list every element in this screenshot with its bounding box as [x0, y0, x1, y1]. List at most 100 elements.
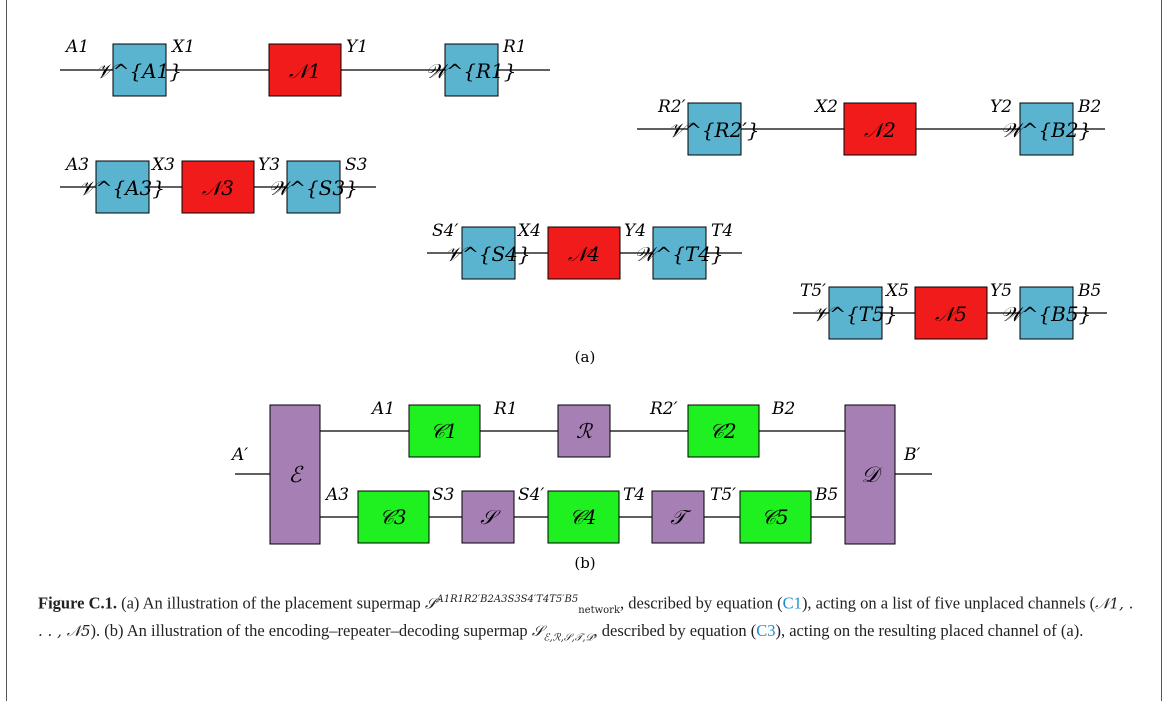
caption-erd-symbol: 𝒮 [531, 621, 544, 640]
encoder-box-v4 [461, 226, 516, 280]
repeater-box-s [461, 490, 515, 544]
wire-label-a-prime: A′ [230, 445, 248, 465]
wire-label-b-t4: T4 [623, 485, 645, 505]
box-label-n3: 𝒩3 [202, 176, 234, 200]
subfigure-label-b: (b) [574, 554, 595, 572]
wire-label-y2: Y2 [990, 97, 1012, 117]
box-label-w4: 𝒲^{T4} [634, 242, 723, 266]
wire-label-t4: T4 [711, 221, 733, 241]
box-label-decoder: 𝒟 [861, 463, 883, 488]
channel-box-c3 [357, 490, 430, 544]
wire-label-a3: A3 [64, 155, 89, 175]
repeater-box-r [557, 404, 611, 458]
box-label-c1: 𝒞1 [430, 419, 457, 443]
caption-text-4: ). (b) An illustration of the encoding–r… [90, 620, 532, 640]
decoder-box-w5 [1019, 286, 1074, 340]
wire-label-x4: X4 [516, 221, 541, 241]
box-label-v2: 𝒱^{R2′} [668, 118, 759, 142]
wire-label-b-r2p: R2′ [649, 399, 678, 419]
box-label-v5: 𝒱^{T5} [813, 302, 898, 326]
wire-label-b-a1: A1 [370, 399, 395, 419]
wire-label-b-s3: S3 [432, 485, 454, 505]
encoder-box-v2 [687, 102, 742, 156]
wire-label-t5p: T5′ [800, 281, 826, 301]
encoder-box-e [269, 404, 321, 545]
encoder-box-v1 [112, 43, 167, 97]
wire-label-a1: A1 [64, 37, 89, 57]
wire-label-b-b2: B2 [771, 399, 795, 419]
box-label-w3: 𝒲^{S3} [268, 176, 358, 200]
wire-label-y4: Y4 [624, 221, 646, 241]
wire-label-s4p: S4′ [432, 221, 458, 241]
caption-text-2: , described by equation ( [620, 593, 783, 613]
caption-equation-link-c1[interactable]: C1 [782, 593, 802, 613]
box-label-v4: 𝒱^{S4} [445, 242, 530, 266]
wire-label-b-t5p: T5′ [710, 485, 736, 505]
wire-label-y1: Y1 [346, 37, 368, 57]
box-label-c5: 𝒞5 [761, 505, 788, 529]
box-label-w1: 𝒲^{R1} [426, 59, 517, 83]
box-label-encoder: ℰ [288, 463, 304, 488]
box-label-n2: 𝒩2 [864, 118, 896, 142]
wire-label-b2: B2 [1077, 97, 1101, 117]
decoder-box-w4 [652, 226, 707, 280]
box-label-c4: 𝒞4 [569, 505, 596, 529]
decoder-box-w3 [286, 160, 341, 214]
box-label-v3: 𝒱^{A3} [79, 176, 165, 200]
wire-label-x1: X1 [170, 37, 195, 57]
channel-box-n3 [181, 160, 255, 214]
channel-box-n4 [547, 226, 621, 280]
wire-label-b5: B5 [1077, 281, 1101, 301]
wire-label-s3: S3 [345, 155, 367, 175]
caption-erd-subscript: ℰ,ℛ,𝒮,𝒯,𝒟 [543, 632, 594, 644]
box-label-n5: 𝒩5 [935, 302, 967, 326]
channel-box-c1 [408, 404, 481, 458]
encoder-box-v3 [95, 160, 150, 214]
channel-box-c2 [687, 404, 760, 458]
figure-caption: Figure C.1. (a) An illustration of the p… [38, 590, 1138, 648]
wire-label-r2p: R2′ [657, 97, 686, 117]
caption-supermap-subscript: network [578, 604, 621, 616]
wire-label-y5: Y5 [990, 281, 1012, 301]
figure-frame [6, 0, 1162, 701]
channel-box-n5 [914, 286, 988, 340]
wire-label-y3: Y3 [258, 155, 280, 175]
channel-box-n2 [843, 102, 917, 156]
box-label-n4: 𝒩4 [568, 242, 600, 266]
caption-text-6: ), acting on the resulting placed channe… [775, 620, 1084, 640]
wire-label-r1: R1 [502, 37, 527, 57]
encoder-box-v5 [828, 286, 883, 340]
caption-text-3: ), acting on a list of five unplaced cha… [801, 593, 1096, 613]
box-label-c3: 𝒞3 [379, 505, 406, 529]
wire-label-b-r1: R1 [493, 399, 518, 419]
wire-label-b-s4p: S4′ [518, 485, 544, 505]
box-label-w5: 𝒲^{B5} [1001, 302, 1092, 326]
box-label-w2: 𝒲^{B2} [1001, 118, 1092, 142]
channel-box-n1 [268, 43, 342, 97]
box-label-c2: 𝒞2 [709, 419, 736, 443]
caption-figure-number: Figure C.1. [38, 593, 117, 613]
channel-box-c5 [739, 490, 812, 544]
wire-label-b-a3: A3 [324, 485, 349, 505]
caption-equation-link-c3[interactable]: C3 [756, 620, 776, 640]
wire-label-x3: X3 [150, 155, 175, 175]
repeater-box-t [651, 490, 705, 544]
caption-supermap-superscript: A1R1R2′B2A3S3S4′T4T5′B5 [436, 594, 579, 605]
wire-label-b-b5: B5 [814, 485, 838, 505]
decoder-box-d [844, 404, 896, 545]
caption-channel-list: 𝒩1, . . . , 𝒩5 [38, 594, 1134, 640]
caption-supermap-symbol: 𝒮 [424, 594, 437, 613]
decoder-box-w1 [444, 43, 499, 97]
wire-label-b-prime: B′ [903, 445, 920, 465]
wire-label-x2: X2 [813, 97, 838, 117]
box-label-n1: 𝒩1 [289, 59, 321, 83]
box-label-v1: 𝒱^{A1} [96, 59, 182, 83]
channel-box-c4 [547, 490, 620, 544]
caption-text-1: (a) An illustration of the placement sup… [116, 593, 425, 613]
subfigure-label-a: (a) [575, 348, 596, 366]
decoder-box-w2 [1019, 102, 1074, 156]
caption-text-5: , described by equation ( [593, 620, 757, 640]
box-label-r: ℛ [576, 419, 594, 443]
wire-label-x5: X5 [884, 281, 909, 301]
